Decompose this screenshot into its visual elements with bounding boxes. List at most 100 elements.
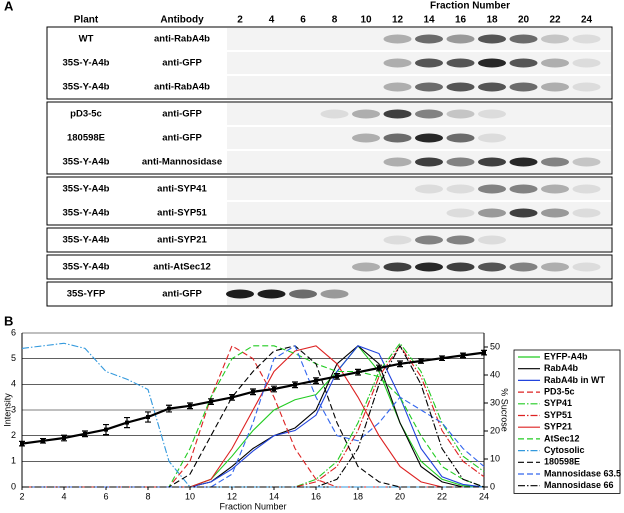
column-header: Antibody bbox=[160, 15, 204, 26]
plant-name: pD3-5c bbox=[70, 109, 102, 120]
sucrose-point bbox=[230, 395, 234, 400]
plant-name: 35S-Y-A4b bbox=[63, 262, 110, 273]
series-line bbox=[22, 345, 484, 488]
antibody-name: anti-SYP41 bbox=[157, 184, 207, 195]
band bbox=[478, 262, 506, 272]
band bbox=[541, 262, 569, 272]
fraction-label: 20 bbox=[518, 15, 530, 26]
sucrose-point bbox=[188, 403, 192, 408]
band bbox=[446, 133, 475, 143]
y2-tick-label: 30 bbox=[490, 397, 500, 407]
band bbox=[320, 109, 349, 119]
legend-label: SYP51 bbox=[544, 410, 572, 420]
sucrose-point bbox=[461, 353, 465, 358]
band bbox=[446, 184, 475, 194]
band bbox=[446, 109, 475, 119]
y-tick-label: 0 bbox=[11, 481, 16, 491]
legend-label: EYFP-A4b bbox=[544, 351, 588, 361]
plant-name: 35S-YFP bbox=[67, 289, 106, 300]
band bbox=[509, 208, 538, 218]
band bbox=[478, 109, 506, 119]
band bbox=[415, 235, 443, 245]
antibody-name: anti-RabA4b bbox=[154, 82, 210, 93]
band bbox=[478, 235, 506, 245]
band bbox=[509, 262, 538, 272]
band bbox=[478, 58, 506, 68]
sucrose-point bbox=[440, 356, 444, 361]
y2-tick-label: 20 bbox=[490, 425, 500, 435]
plant-name: 35S-Y-A4b bbox=[63, 82, 110, 93]
plant-name: 180598E bbox=[67, 133, 105, 144]
band bbox=[415, 109, 443, 119]
band bbox=[415, 157, 443, 167]
panel-label: A bbox=[4, 0, 14, 13]
sucrose-point bbox=[251, 389, 255, 394]
x-tick-label: 24 bbox=[479, 491, 489, 501]
legend-label: PD3-5c bbox=[544, 386, 575, 396]
band bbox=[572, 58, 601, 68]
sucrose-point bbox=[146, 415, 150, 419]
fraction-label: 22 bbox=[549, 15, 561, 26]
band bbox=[352, 262, 380, 272]
band bbox=[572, 34, 601, 44]
band bbox=[478, 157, 506, 167]
sucrose-point bbox=[293, 382, 297, 387]
blot-strip bbox=[227, 178, 611, 200]
y-tick-label: 5 bbox=[11, 353, 16, 363]
fraction-label: 8 bbox=[332, 15, 338, 26]
band bbox=[352, 109, 380, 119]
y2-tick-label: 0 bbox=[490, 481, 495, 491]
band bbox=[541, 157, 569, 167]
x-tick-label: 4 bbox=[61, 491, 66, 501]
band bbox=[541, 82, 569, 92]
band bbox=[257, 289, 286, 299]
y-tick-label: 2 bbox=[11, 430, 16, 440]
x-tick-label: 14 bbox=[269, 491, 279, 501]
sucrose-point bbox=[419, 359, 423, 363]
band bbox=[541, 34, 569, 44]
band bbox=[478, 34, 506, 44]
legend-label: RabA4b bbox=[544, 363, 579, 373]
band bbox=[446, 157, 475, 167]
antibody-name: anti-GFP bbox=[162, 133, 202, 144]
series-line bbox=[22, 345, 485, 488]
sucrose-point bbox=[272, 387, 276, 391]
x-tick-label: 22 bbox=[437, 491, 447, 501]
x-tick-label: 2 bbox=[19, 491, 24, 501]
series-line bbox=[21, 342, 484, 488]
series-line bbox=[22, 344, 485, 488]
band bbox=[509, 34, 538, 44]
x-tick-label: 10 bbox=[185, 491, 195, 501]
x-tick-label: 6 bbox=[103, 491, 108, 501]
band bbox=[541, 208, 569, 218]
y-tick-label: 3 bbox=[11, 404, 16, 414]
sucrose-point bbox=[482, 350, 486, 355]
band bbox=[415, 262, 443, 272]
antibody-name: anti-Mannosidase bbox=[142, 157, 222, 168]
band bbox=[572, 208, 601, 218]
y2-tick-label: 10 bbox=[490, 453, 500, 463]
band bbox=[415, 82, 443, 92]
series-line bbox=[22, 344, 485, 488]
band bbox=[383, 109, 412, 119]
x-tick-label: 16 bbox=[311, 491, 321, 501]
fraction-label: 14 bbox=[423, 15, 435, 26]
plant-name: WT bbox=[79, 34, 94, 45]
band bbox=[541, 58, 569, 68]
plant-name: 35S-Y-A4b bbox=[63, 157, 110, 168]
band bbox=[478, 208, 506, 218]
legend-label: AtSec12 bbox=[544, 433, 580, 443]
legend-label: SYP21 bbox=[544, 422, 572, 432]
sucrose-point bbox=[209, 399, 213, 404]
series-line bbox=[22, 345, 484, 488]
band bbox=[509, 58, 538, 68]
fraction-label: 16 bbox=[455, 15, 467, 26]
plant-name: 35S-Y-A4b bbox=[63, 208, 110, 219]
band bbox=[478, 82, 506, 92]
y2-tick-label: 40 bbox=[490, 369, 500, 379]
band bbox=[415, 133, 443, 143]
fraction-label: 4 bbox=[269, 15, 275, 26]
band bbox=[509, 157, 538, 167]
series-line bbox=[22, 345, 485, 488]
band bbox=[572, 157, 601, 167]
